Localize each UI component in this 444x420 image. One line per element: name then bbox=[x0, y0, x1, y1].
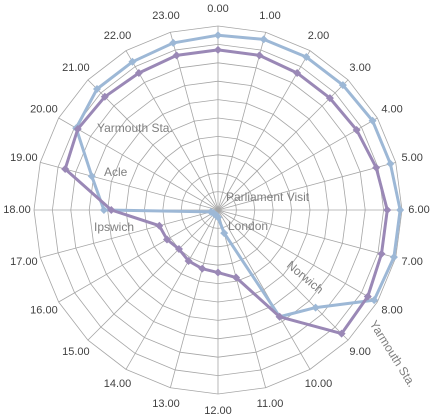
category-label: 17.00 bbox=[10, 256, 38, 268]
data-point bbox=[259, 35, 268, 44]
data-point bbox=[172, 51, 181, 60]
category-label: 23.00 bbox=[152, 10, 180, 22]
category-label: 8.00 bbox=[381, 304, 402, 316]
spoke bbox=[217, 79, 349, 211]
category-label: 7.00 bbox=[401, 256, 422, 268]
data-point bbox=[389, 253, 398, 262]
category-label: 21.00 bbox=[62, 62, 90, 74]
category-label: 0.00 bbox=[207, 3, 228, 15]
data-point bbox=[352, 125, 361, 134]
data-point bbox=[214, 268, 222, 277]
data-point bbox=[184, 256, 193, 265]
category-label: 4.00 bbox=[381, 103, 402, 115]
spoke bbox=[87, 79, 219, 211]
data-point bbox=[383, 206, 392, 214]
data-point bbox=[134, 68, 143, 77]
data-point bbox=[377, 249, 386, 258]
spoke bbox=[217, 50, 311, 211]
data-point bbox=[198, 264, 207, 273]
category-label: 5.00 bbox=[401, 152, 422, 164]
spoke bbox=[58, 117, 219, 211]
data-point bbox=[169, 38, 178, 47]
data-point bbox=[100, 92, 109, 101]
spoke bbox=[217, 161, 396, 211]
spoke bbox=[217, 209, 349, 341]
data-point bbox=[275, 312, 284, 321]
data-point bbox=[325, 94, 334, 103]
data-point bbox=[255, 51, 264, 60]
category-label: 9.00 bbox=[349, 346, 370, 358]
data-point bbox=[363, 292, 372, 301]
data-point bbox=[73, 125, 82, 134]
data-point bbox=[92, 84, 101, 93]
category-label: 14.00 bbox=[104, 378, 132, 390]
annotation: Ipswich bbox=[94, 220, 134, 234]
data-point bbox=[311, 303, 320, 312]
data-point bbox=[87, 172, 96, 181]
data-point bbox=[107, 206, 116, 214]
annotation: Yarmouth Sta. bbox=[367, 318, 419, 390]
spoke bbox=[125, 209, 219, 370]
spoke bbox=[87, 209, 219, 341]
data-point bbox=[128, 57, 137, 66]
data-point bbox=[214, 45, 222, 54]
category-label: 2.00 bbox=[308, 30, 329, 42]
spoke bbox=[217, 209, 378, 303]
data-point bbox=[372, 163, 381, 172]
data-point bbox=[368, 116, 377, 125]
spoke bbox=[217, 209, 267, 388]
category-label: 1.00 bbox=[259, 10, 280, 22]
spoke bbox=[217, 209, 396, 259]
data-point bbox=[61, 165, 70, 174]
annotation: Yarmouth Sta. bbox=[97, 121, 173, 135]
data-point bbox=[302, 53, 311, 62]
category-label: 6.00 bbox=[408, 204, 429, 216]
category-label: 18.00 bbox=[3, 204, 31, 216]
annotation: London bbox=[228, 219, 268, 233]
spoke bbox=[169, 209, 219, 388]
spoke bbox=[169, 32, 219, 211]
data-point bbox=[293, 68, 302, 77]
spoke bbox=[40, 161, 219, 211]
category-label: 11.00 bbox=[257, 398, 284, 410]
spoke bbox=[217, 209, 311, 370]
data-point bbox=[174, 245, 183, 254]
category-label: 22.00 bbox=[104, 30, 132, 42]
data-point bbox=[370, 296, 379, 305]
category-label: 19.00 bbox=[10, 152, 38, 164]
spoke bbox=[125, 50, 219, 211]
category-label: 20.00 bbox=[30, 103, 58, 115]
spoke bbox=[40, 209, 219, 259]
data-point bbox=[214, 31, 222, 40]
annotation: Norwich bbox=[284, 258, 326, 297]
spoke bbox=[217, 32, 267, 211]
category-label: 16.00 bbox=[30, 304, 58, 316]
data-point bbox=[232, 273, 241, 282]
category-label: 13.00 bbox=[152, 398, 180, 410]
data-point bbox=[338, 81, 347, 90]
data-point bbox=[337, 329, 346, 338]
category-label: 10.00 bbox=[305, 378, 333, 390]
data-point bbox=[99, 206, 108, 214]
data-point bbox=[386, 159, 395, 168]
data-point bbox=[396, 206, 405, 214]
category-label: 15.00 bbox=[62, 346, 90, 358]
annotation: Parliament Visit bbox=[226, 190, 310, 204]
category-label: 3.00 bbox=[349, 62, 370, 74]
spoke bbox=[217, 117, 378, 211]
spoke bbox=[58, 209, 219, 303]
annotation: Acle bbox=[104, 165, 128, 179]
data-point bbox=[163, 235, 172, 244]
data-point bbox=[206, 207, 215, 216]
data-point bbox=[220, 229, 229, 238]
data-point bbox=[155, 221, 164, 230]
category-label: 12.00 bbox=[204, 405, 232, 417]
